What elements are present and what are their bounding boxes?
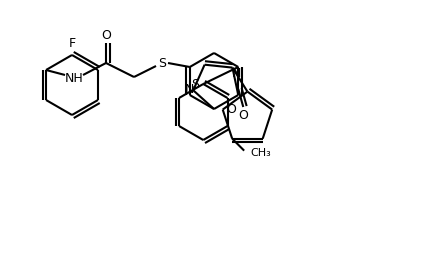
- Text: O: O: [238, 108, 248, 121]
- Text: S: S: [158, 56, 166, 69]
- Text: O: O: [101, 29, 111, 42]
- Text: N: N: [185, 82, 194, 95]
- Text: F: F: [69, 36, 76, 49]
- Text: CH₃: CH₃: [250, 148, 271, 158]
- Text: NH: NH: [65, 72, 84, 84]
- Text: O: O: [226, 103, 236, 116]
- Text: N: N: [231, 67, 241, 80]
- Text: S: S: [191, 78, 199, 91]
